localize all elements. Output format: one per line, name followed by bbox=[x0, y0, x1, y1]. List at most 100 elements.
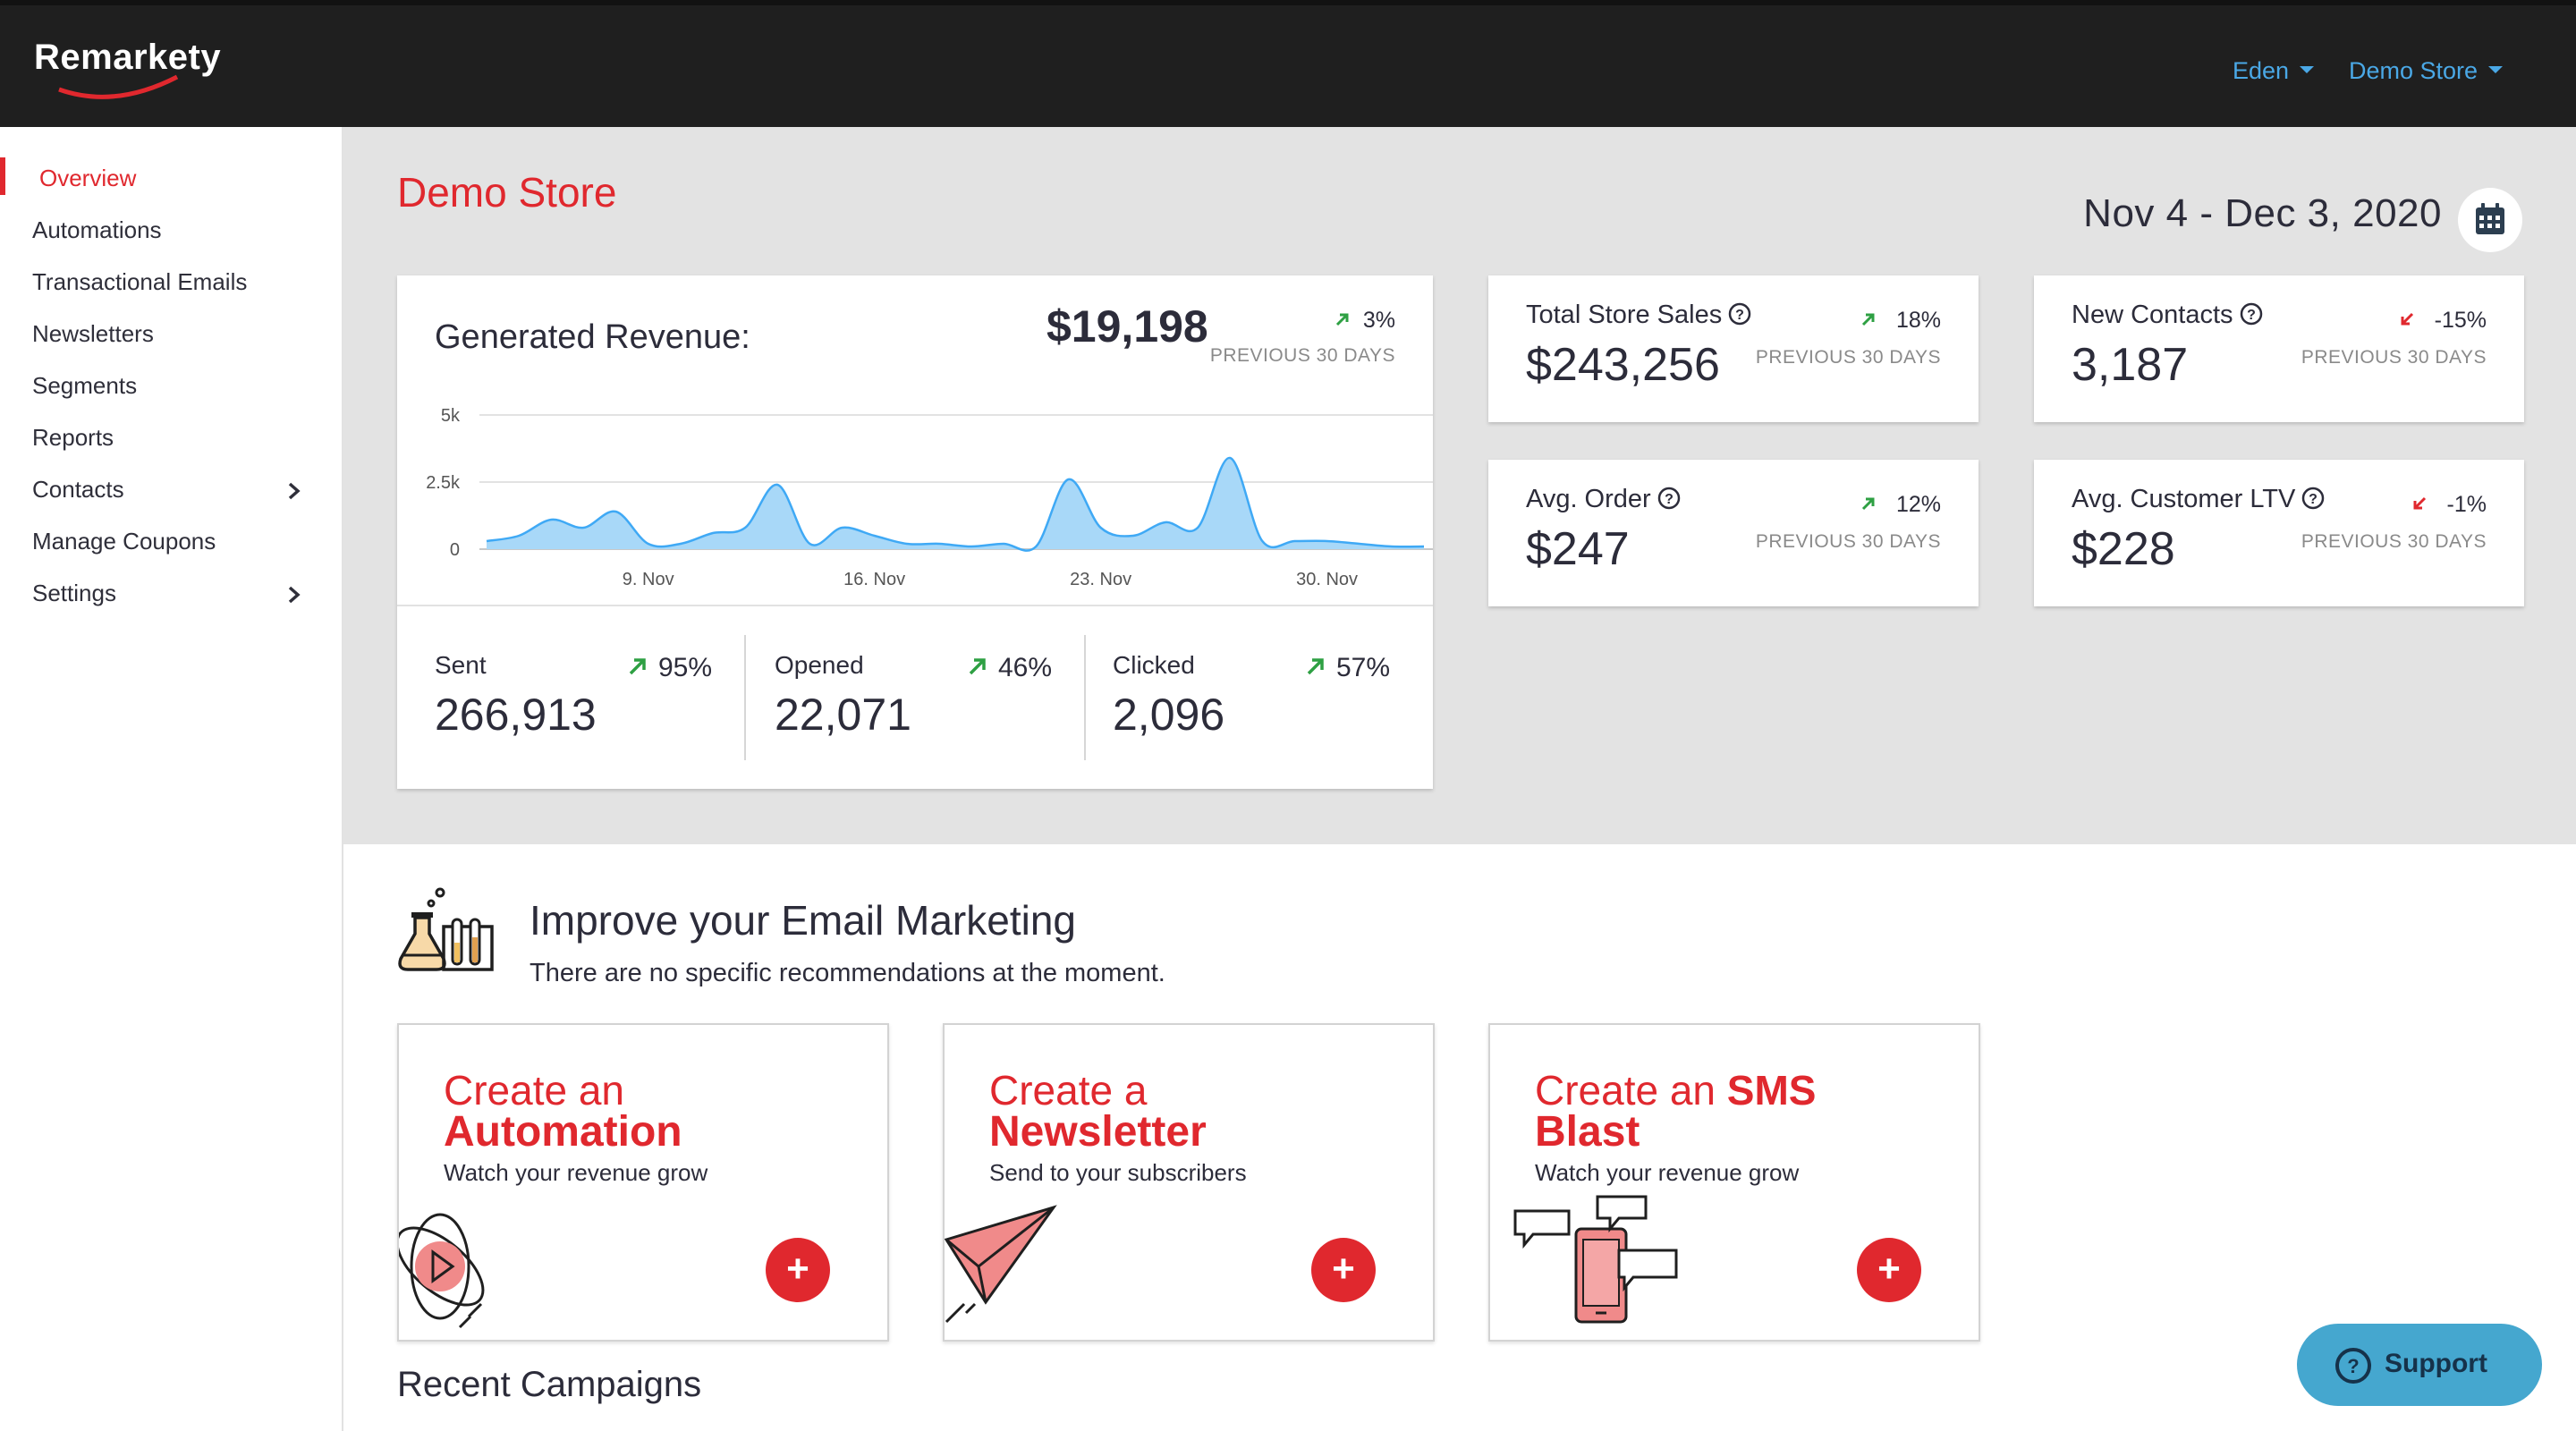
store-menu[interactable]: Demo Store bbox=[2349, 57, 2504, 85]
chart-point[interactable] bbox=[805, 539, 814, 548]
support-label: Support bbox=[2385, 1349, 2487, 1378]
arrow-down-left-icon bbox=[2401, 313, 2413, 326]
chart-point[interactable] bbox=[1129, 531, 1138, 540]
chart-point[interactable] bbox=[547, 515, 555, 524]
divider bbox=[397, 605, 1433, 606]
chart-point[interactable] bbox=[1225, 453, 1234, 462]
sidebar-item-overview[interactable]: Overview bbox=[39, 165, 137, 191]
chart-point[interactable] bbox=[1290, 537, 1299, 546]
chevron-right-icon[interactable] bbox=[284, 481, 304, 501]
sidebar-item-manage-coupons[interactable]: Manage Coupons bbox=[32, 528, 216, 555]
revenue-trend-value: 3% bbox=[1362, 308, 1395, 333]
kpi-value: $247 bbox=[1526, 523, 1630, 575]
chart-point[interactable] bbox=[1063, 475, 1072, 484]
active-indicator bbox=[0, 157, 5, 195]
chart-point[interactable] bbox=[482, 537, 491, 546]
chart-point[interactable] bbox=[514, 531, 523, 540]
chart-point[interactable] bbox=[1355, 539, 1364, 548]
calendar-icon bbox=[2476, 203, 2504, 234]
chart-point[interactable] bbox=[1097, 523, 1106, 532]
store-menu-label: Demo Store bbox=[2349, 57, 2479, 84]
logo-swoosh-icon bbox=[58, 74, 179, 99]
chart-point[interactable] bbox=[967, 542, 976, 551]
add-automation-button[interactable]: + bbox=[766, 1238, 830, 1302]
chart-point[interactable] bbox=[708, 529, 717, 538]
chart-point[interactable] bbox=[1031, 542, 1040, 551]
kpi-label: Total Store Sales? bbox=[1526, 301, 1752, 330]
add-sms-blast-button[interactable]: + bbox=[1857, 1238, 1921, 1302]
help-icon[interactable]: ? bbox=[2239, 301, 2264, 326]
clicked-trend-value: 57% bbox=[1336, 653, 1391, 682]
chart-point[interactable] bbox=[1323, 537, 1332, 546]
chart-x-tick-label: 16. Nov bbox=[843, 570, 905, 589]
sidebar-item-automations[interactable]: Automations bbox=[32, 216, 162, 243]
help-icon[interactable]: ? bbox=[2301, 486, 2326, 511]
chart-point[interactable] bbox=[935, 539, 944, 548]
opened-trend-value: 46% bbox=[998, 653, 1053, 682]
kpi-trend: -1% bbox=[2411, 492, 2487, 518]
chart-y-tick-label: 2.5k bbox=[426, 473, 461, 493]
user-menu[interactable]: Eden bbox=[2233, 57, 2315, 85]
caret-down-icon bbox=[2300, 65, 2315, 73]
chart-point[interactable] bbox=[579, 523, 588, 532]
create-sms-blast-card[interactable]: Create an SMS Blast Watch your revenue g… bbox=[1488, 1023, 1980, 1342]
previous-period-label: PREVIOUS 30 DAYS bbox=[1209, 345, 1395, 366]
previous-period-label: PREVIOUS 30 DAYS bbox=[2301, 347, 2487, 368]
date-range: Nov 4 - Dec 3, 2020 bbox=[2083, 191, 2442, 235]
paper-plane-icon bbox=[945, 1205, 1057, 1324]
sidebar-item-segments[interactable]: Segments bbox=[32, 372, 138, 399]
chart-point[interactable] bbox=[1161, 518, 1170, 527]
chart-point[interactable] bbox=[999, 539, 1008, 548]
chevron-right-icon[interactable] bbox=[284, 585, 304, 605]
arrow-down-left-icon bbox=[2413, 497, 2426, 510]
kpi-value: $243,256 bbox=[1526, 339, 1720, 391]
chart-point[interactable] bbox=[1258, 537, 1267, 546]
chart-point[interactable] bbox=[902, 539, 911, 548]
clicked-label: Clicked bbox=[1113, 651, 1195, 679]
support-button[interactable]: ? Support bbox=[2297, 1324, 2542, 1406]
chart-point[interactable] bbox=[612, 507, 621, 516]
chart-point[interactable] bbox=[741, 523, 750, 532]
opened-trend: 46% bbox=[968, 653, 1052, 683]
chart-point[interactable] bbox=[773, 480, 782, 489]
chart-area bbox=[487, 457, 1424, 551]
remarkety-logo[interactable]: Remarkety bbox=[34, 38, 231, 100]
user-menu-label: Eden bbox=[2233, 57, 2290, 84]
stat-separator bbox=[1084, 635, 1086, 760]
kpi-trend: -15% bbox=[2399, 308, 2487, 334]
chart-y-tick-label: 5k bbox=[441, 406, 461, 426]
chart-point[interactable] bbox=[1193, 523, 1202, 532]
sent-trend-value: 95% bbox=[658, 653, 713, 682]
improve-subtitle: There are no specific recommendations at… bbox=[530, 959, 1165, 987]
chart-point[interactable] bbox=[676, 539, 685, 548]
previous-period-label: PREVIOUS 30 DAYS bbox=[1755, 531, 1941, 552]
chart-x-tick-label: 9. Nov bbox=[623, 570, 674, 589]
sidebar-item-newsletters[interactable]: Newsletters bbox=[32, 320, 154, 347]
create-newsletter-card[interactable]: Create a Newsletter Send to your subscri… bbox=[943, 1023, 1435, 1342]
sidebar-item-reports[interactable]: Reports bbox=[32, 424, 114, 451]
sidebar-item-transactional-emails[interactable]: Transactional Emails bbox=[32, 268, 248, 295]
chart-point[interactable] bbox=[870, 531, 879, 540]
calendar-button[interactable] bbox=[2458, 188, 2522, 252]
previous-period-label: PREVIOUS 30 DAYS bbox=[1755, 347, 1941, 368]
kpi-value: 3,187 bbox=[2072, 339, 2189, 391]
add-newsletter-button[interactable]: + bbox=[1311, 1238, 1376, 1302]
kpi-label-text: New Contacts bbox=[2072, 301, 2233, 329]
chart-point[interactable] bbox=[838, 523, 847, 532]
sidebar-item-settings[interactable]: Settings bbox=[32, 580, 116, 606]
sent-trend: 95% bbox=[628, 653, 712, 683]
sidebar-item-contacts[interactable]: Contacts bbox=[32, 476, 124, 503]
revenue-value: $19,198 bbox=[1046, 301, 1208, 351]
arrow-up-right-icon bbox=[629, 658, 646, 675]
card-title-line2: Blast bbox=[1535, 1108, 1640, 1156]
chart-point[interactable] bbox=[644, 539, 653, 548]
create-automation-card[interactable]: Create an Automation Watch your revenue … bbox=[397, 1023, 889, 1342]
opened-value: 22,071 bbox=[775, 690, 911, 740]
sms-phone-icon bbox=[1513, 1195, 1678, 1324]
svg-text:?: ? bbox=[2309, 492, 2318, 507]
stat-separator bbox=[744, 635, 746, 760]
chart-point[interactable] bbox=[1387, 542, 1396, 551]
help-icon[interactable]: ? bbox=[1727, 301, 1752, 326]
chart-point[interactable] bbox=[1419, 542, 1428, 551]
help-icon[interactable]: ? bbox=[1657, 486, 1682, 511]
